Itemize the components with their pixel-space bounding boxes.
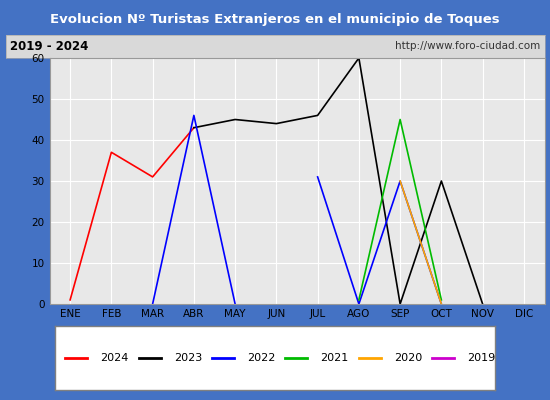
Text: 2020: 2020 [394, 353, 422, 363]
Text: 2021: 2021 [321, 353, 349, 363]
Text: 2019 - 2024: 2019 - 2024 [10, 40, 88, 53]
Text: Evolucion Nº Turistas Extranjeros en el municipio de Toques: Evolucion Nº Turistas Extranjeros en el … [50, 12, 500, 26]
Text: http://www.foro-ciudad.com: http://www.foro-ciudad.com [395, 41, 540, 51]
Text: 2024: 2024 [101, 353, 129, 363]
Text: 2022: 2022 [247, 353, 276, 363]
Text: 2019: 2019 [467, 353, 496, 363]
Text: 2023: 2023 [174, 353, 202, 363]
